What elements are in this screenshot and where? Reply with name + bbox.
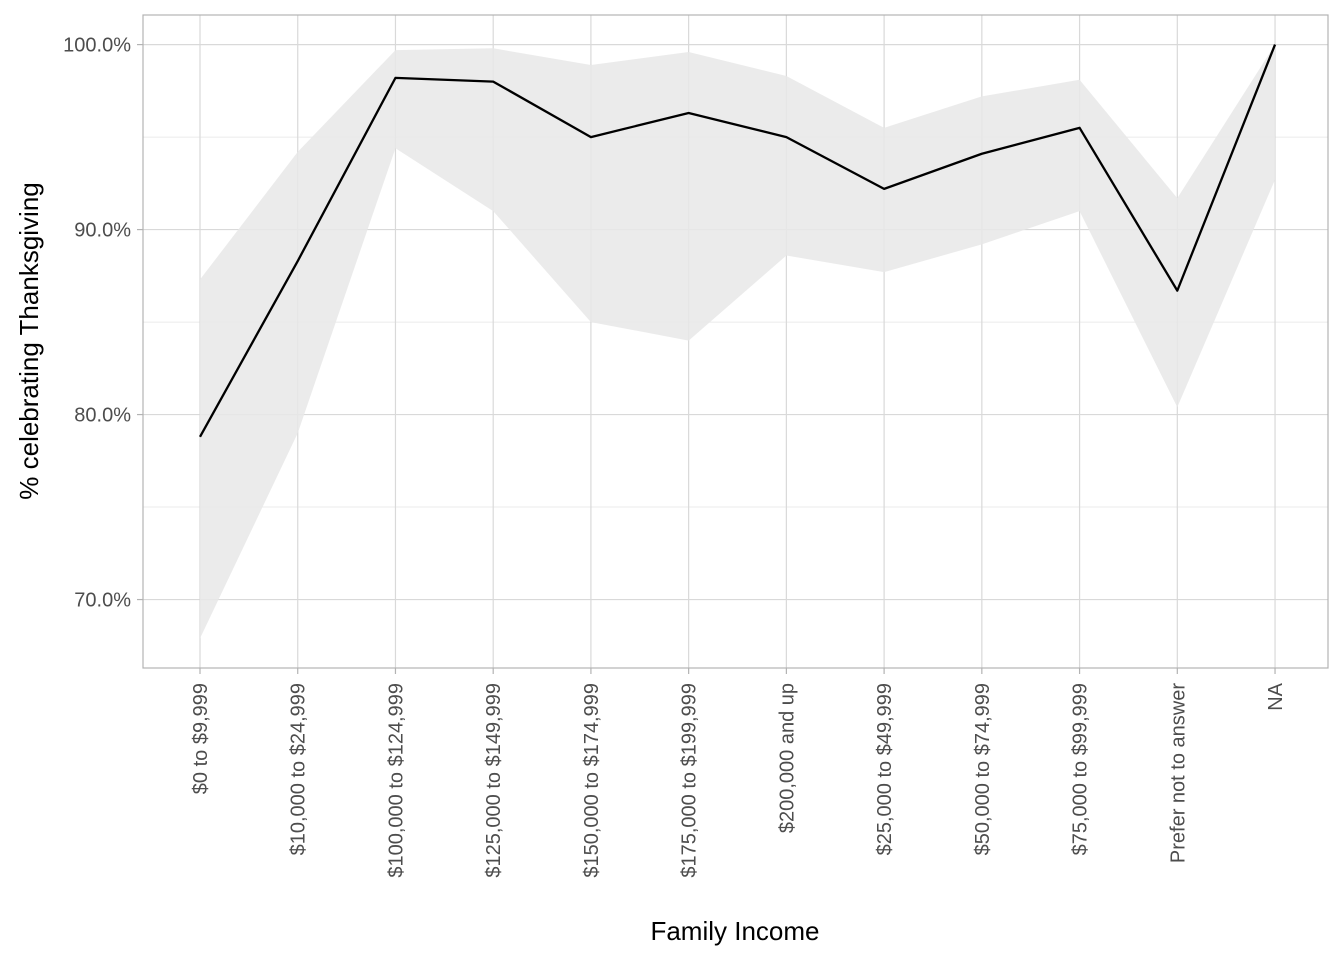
y-tick-label: 70.0% [74,590,131,612]
y-tick-label: 80.0% [74,405,131,427]
x-tick-label: $175,000 to $199,999 [679,683,701,878]
series-line-layer [198,44,1277,438]
y-tick-label: 90.0% [74,220,131,242]
confidence-band [200,44,1276,639]
y-tick-label: 100.0% [63,35,131,57]
x-tick-label: $200,000 and up [776,683,798,833]
panel-border [142,14,1329,669]
x-tick-label: $100,000 to $124,999 [385,683,407,878]
x-tick-label: $25,000 to $49,999 [874,683,896,855]
x-tick-label: $150,000 to $174,999 [581,683,603,878]
x-tick-label: $125,000 to $149,999 [483,683,505,878]
x-tick-label: $10,000 to $24,999 [288,683,310,855]
confidence-band-layer [200,44,1276,639]
x-tick-label: $0 to $9,999 [190,683,212,794]
x-tick-label: $75,000 to $99,999 [1070,683,1092,855]
x-axis-title: Family Income [650,916,819,946]
x-tick-labels: $0 to $9,999 $10,000 to $24,999 $100,000 t… [190,682,1287,877]
x-tick-label: Prefer not to answer [1167,683,1189,863]
y-tick-labels: 70.0% 80.0% 90.0% 100.0% [63,35,131,612]
y-axis-title: % celebrating Thanksgiving [14,182,44,499]
series-line [198,44,1277,438]
axis-ticks [137,43,1276,674]
x-tick-label: $50,000 to $74,999 [972,683,994,855]
x-tick-label: NA [1265,682,1287,710]
